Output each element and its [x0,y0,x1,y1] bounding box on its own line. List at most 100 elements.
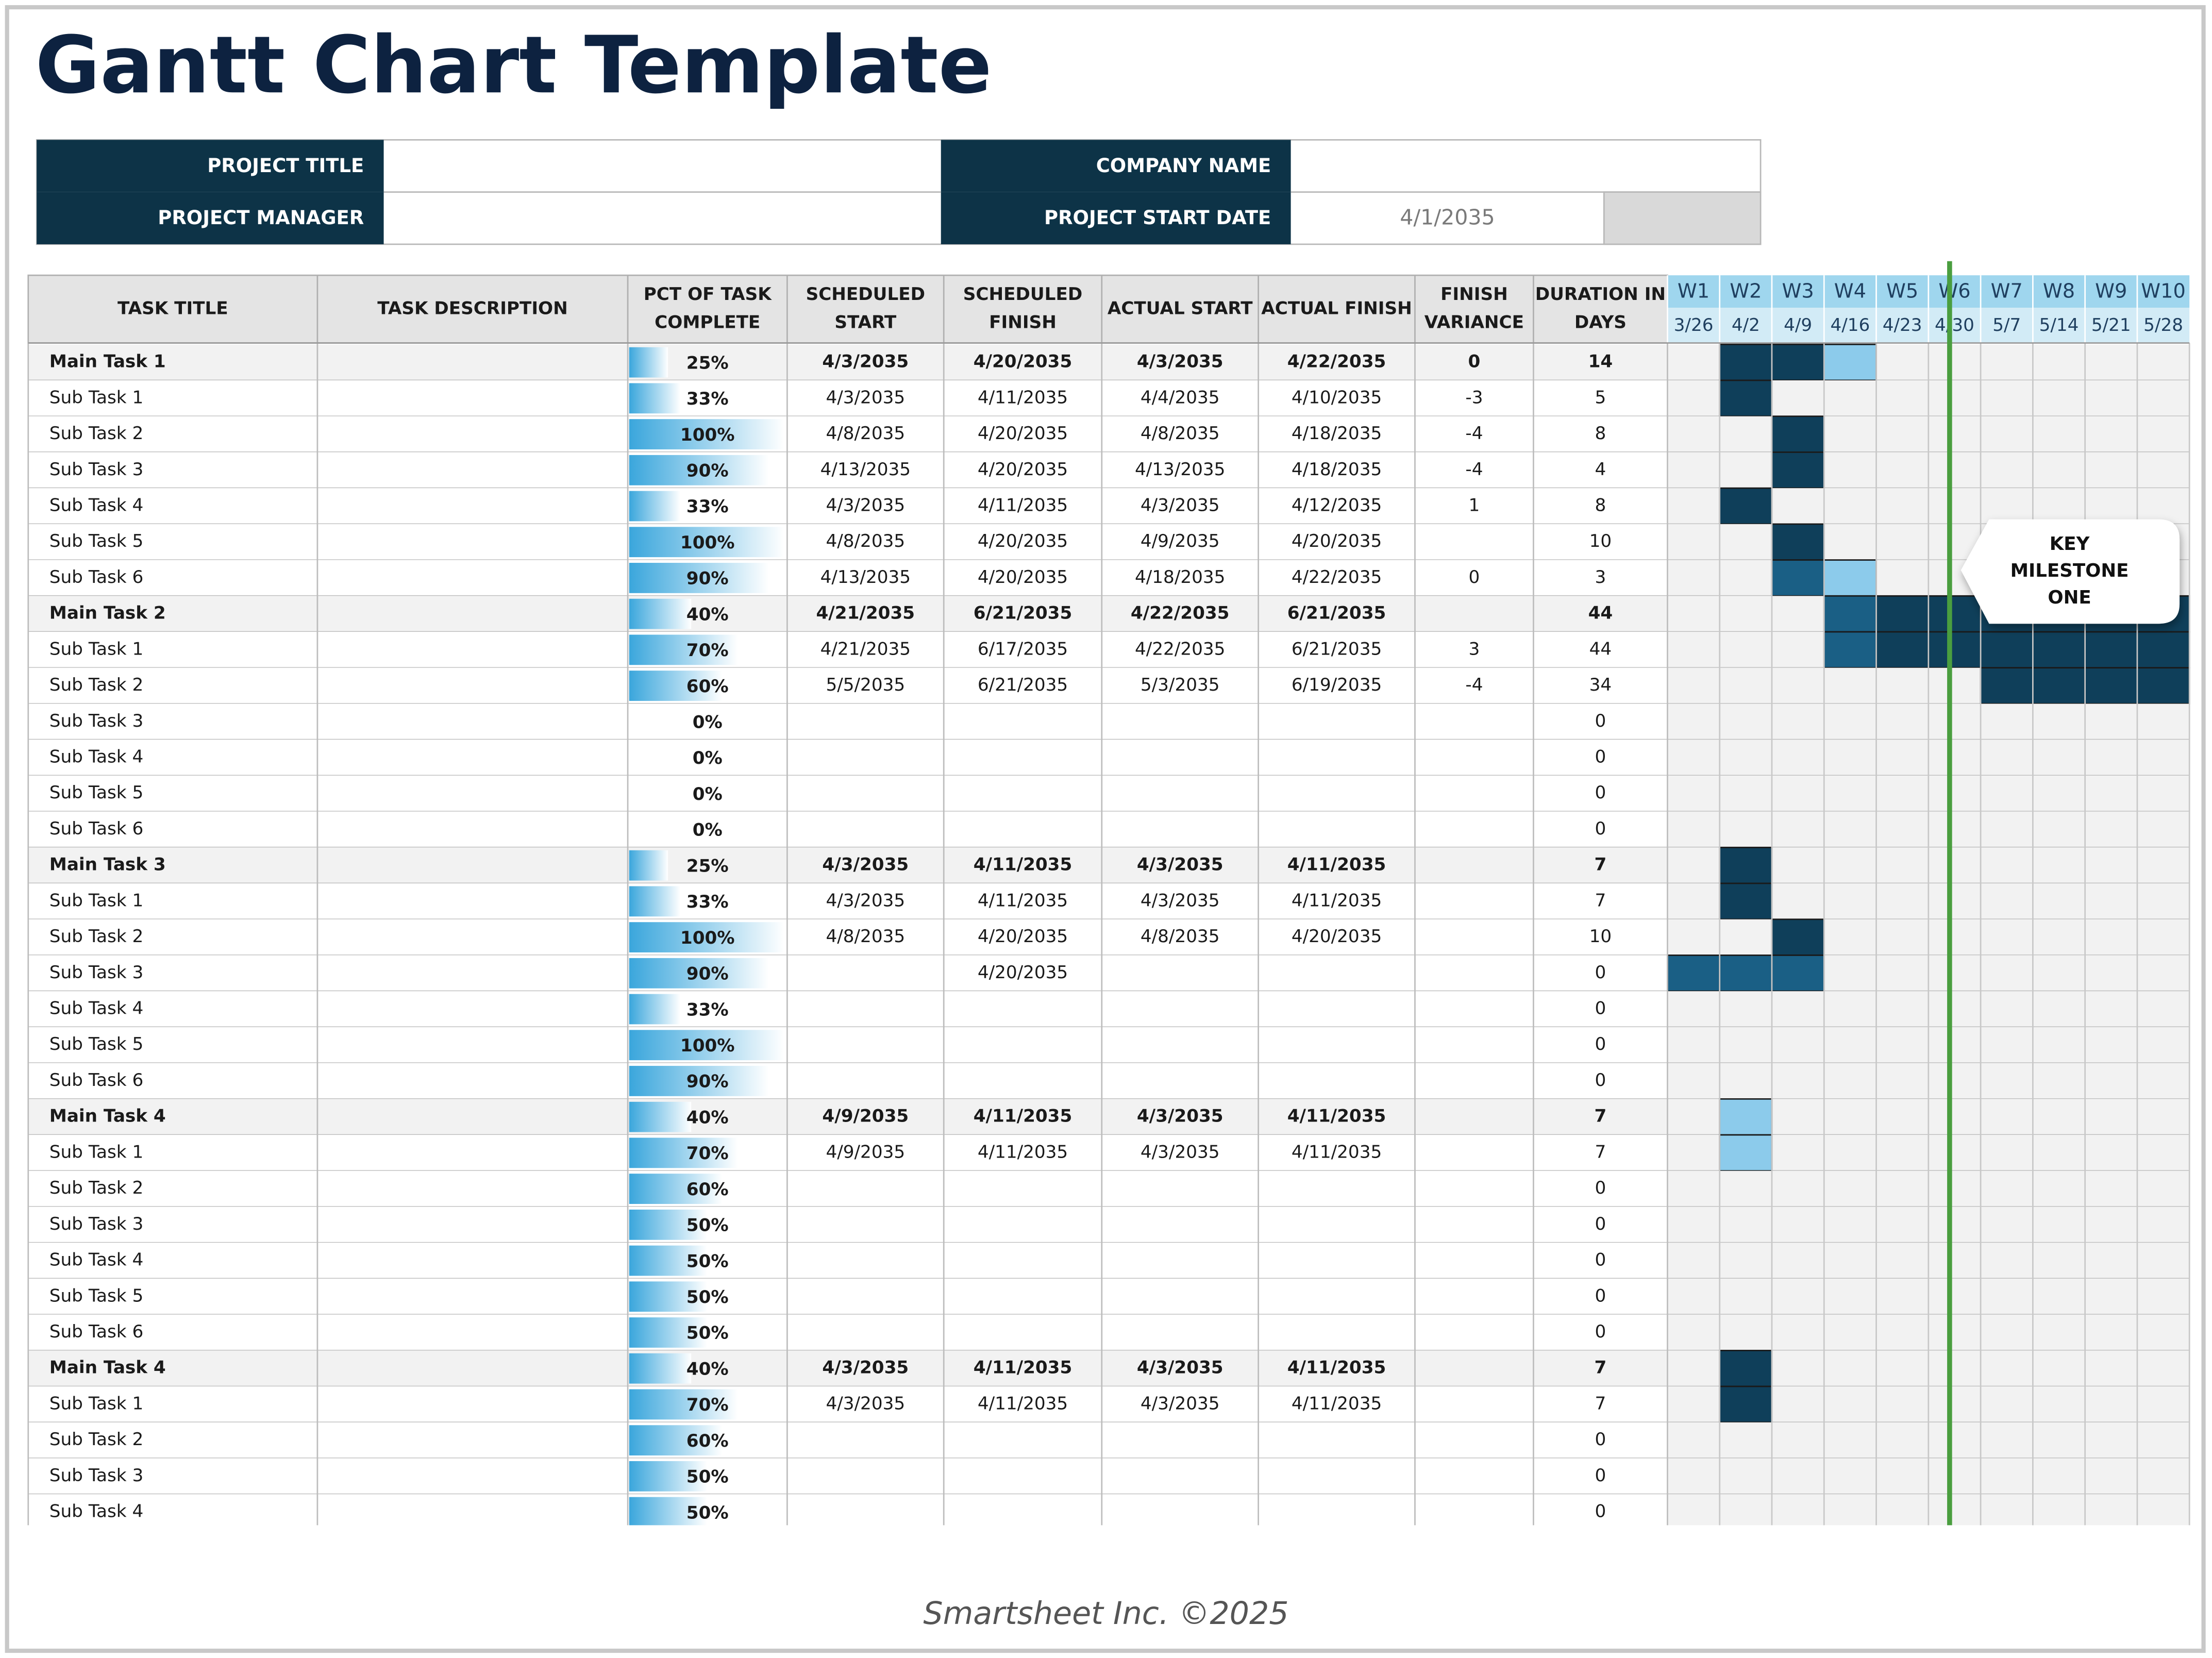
task-title: Sub Task 3 [49,459,143,480]
duration: 0 [1595,1285,1606,1306]
act-finish: 4/11/2035 [1292,1142,1382,1162]
gantt-cell [1719,1134,1773,1172]
task-title: Sub Task 6 [49,567,143,588]
row-bg [28,1278,1668,1315]
pct-label: 25% [686,856,729,876]
row-bg [28,919,1668,956]
gantt-cell [1719,379,1773,417]
sched-finish: 4/20/2035 [978,531,1068,551]
duration: 0 [1595,711,1606,731]
variance: 0 [1468,351,1481,372]
pct-bar [629,383,681,414]
pct-label: 100% [680,1035,735,1056]
act-finish: 4/11/2035 [1287,1358,1386,1378]
duration: 7 [1594,855,1606,875]
variance: -3 [1465,387,1483,408]
row-bg [28,1063,1668,1099]
act-start: 4/4/2035 [1141,387,1220,408]
task-title: Sub Task 3 [49,1214,143,1234]
sched-start: 4/3/2035 [826,1393,905,1414]
pct-label: 90% [686,461,729,481]
pct-label: 100% [680,928,735,948]
week-label: W3 [1782,279,1814,303]
pct-label: 60% [686,676,729,697]
pct-bar [629,1101,692,1132]
duration: 7 [1594,1358,1606,1378]
pct-label: 33% [686,999,729,1020]
row-bg [28,380,1668,416]
pct-bar [629,1389,738,1420]
pct-label: 50% [686,1323,729,1344]
week-label: W8 [2043,279,2075,303]
row-bg [28,883,1668,919]
milestone: KEY MILESTONE ONE [1947,261,2180,1526]
sched-start: 4/3/2035 [826,890,905,911]
duration: 0 [1595,818,1606,839]
pct-label: 100% [680,532,735,553]
act-finish: 4/10/2035 [1292,387,1382,408]
sched-start: 4/9/2035 [826,1142,905,1162]
label-cell [941,140,1291,192]
column-header: FINISH [989,312,1057,333]
column-header: VARIANCE [1425,312,1524,333]
pct-label: 50% [686,1215,729,1236]
task-title: Sub Task 2 [49,1429,143,1450]
task-title: Main Task 3 [49,855,166,875]
row-bg [28,1386,1668,1422]
task-title: Sub Task 2 [49,423,143,444]
act-start: 5/3/2035 [1141,675,1220,695]
column-header: ACTUAL START [1108,298,1253,319]
sched-finish: 6/21/2035 [978,675,1068,695]
gantt-cell [1771,343,1825,381]
pct-bar [629,455,769,485]
pct-label: 70% [686,1395,729,1415]
act-finish: 4/22/2035 [1292,567,1382,588]
duration: 5 [1595,387,1606,408]
week-date: 5/14 [2039,315,2079,336]
row-bg [28,847,1668,884]
act-finish: 4/11/2035 [1287,855,1386,875]
milestone-callout [1960,519,2180,624]
act-start: 4/22/2035 [1135,639,1225,659]
task-title: Sub Task 1 [49,1393,143,1414]
gantt-cell [1719,954,1773,992]
pct-bar [629,598,692,629]
gantt-cell [1771,954,1825,992]
task-title: Sub Task 2 [49,1178,143,1198]
pct-label: 40% [686,1359,729,1379]
pct-label: 60% [686,1431,729,1451]
pct-bar [629,634,738,665]
row-bg [28,1135,1668,1171]
variance: -4 [1465,459,1483,480]
sched-start: 4/21/2035 [820,639,911,659]
duration: 10 [1589,926,1612,947]
gantt-cell [1823,343,1877,381]
sched-start: 4/3/2035 [826,387,905,408]
gantt-cell [2084,631,2138,669]
pct-bar [629,1174,723,1204]
sched-start: 4/8/2035 [826,531,905,551]
duration: 44 [1588,603,1613,624]
week-label: W7 [1991,279,2023,303]
sched-finish: 6/17/2035 [978,639,1068,659]
row-bg [28,775,1668,812]
pct-bar [629,527,784,558]
pct-bar [629,1245,707,1276]
gantt-cell [1771,559,1825,597]
row-bg [28,811,1668,848]
sched-start: 4/9/2035 [822,1106,909,1127]
act-start: 4/3/2035 [1141,495,1220,515]
duration: 7 [1594,1106,1606,1127]
week-date: 4/2 [1732,315,1760,336]
sched-start: 4/13/2035 [820,567,911,588]
pct-label: 90% [686,1071,729,1092]
row-bg [28,344,1668,380]
pct-label: 33% [686,496,729,517]
pct-label: 0% [693,820,723,841]
row-bg [28,955,1668,992]
gantt-cell [1823,595,1877,633]
milestone-label: MILESTONE [2010,560,2129,581]
task-title: Sub Task 4 [49,747,143,767]
pct-label: 50% [686,1467,729,1487]
